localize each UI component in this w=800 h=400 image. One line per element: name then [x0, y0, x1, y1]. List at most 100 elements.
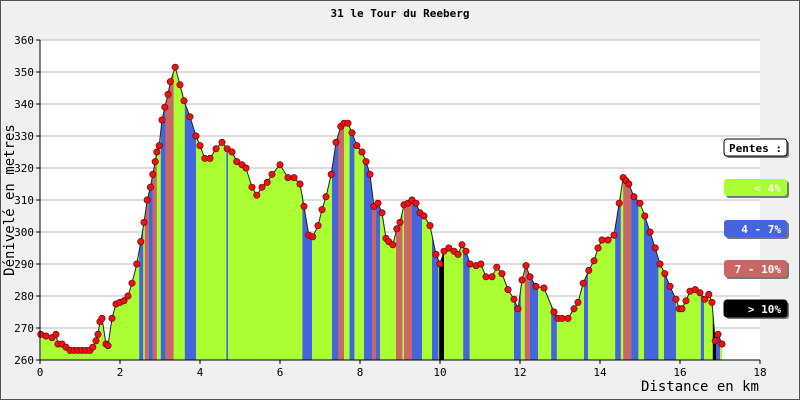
elevation-point	[636, 199, 644, 207]
chart-title: 31 le Tour du Reeberg	[330, 7, 469, 20]
elevation-point	[344, 119, 352, 127]
elevation-point	[558, 314, 566, 322]
elevation-point	[651, 244, 659, 252]
legend-swatch	[723, 299, 788, 318]
elevation-point	[212, 145, 220, 153]
y-tick-label: 340	[14, 98, 34, 111]
elevation-point	[579, 279, 587, 287]
elevation-point	[646, 228, 654, 236]
elevation-point	[514, 305, 522, 313]
slope-band-red	[144, 193, 149, 360]
elevation-point	[228, 148, 236, 156]
slope-band-red	[165, 72, 174, 360]
slope-band-blue	[631, 189, 639, 360]
elevation-point	[389, 241, 397, 249]
elevation-point	[92, 337, 100, 345]
y-tick-labels: 260 270 280 290 300 310 320 330 340 350 360	[14, 34, 40, 367]
slope-band-blue	[148, 174, 153, 360]
elevation-point	[137, 238, 145, 246]
elevation-point	[164, 90, 172, 98]
elevation-point	[672, 295, 680, 303]
elevation-point	[705, 290, 713, 298]
legend-label: < 4%	[755, 182, 782, 195]
elevation-point	[268, 170, 276, 178]
elevation-point	[701, 295, 709, 303]
elevation-point	[493, 263, 501, 271]
x-tick-label: 8	[357, 366, 364, 379]
x-axis-label: Distance en km	[641, 379, 759, 395]
x-tick-label: 0	[37, 366, 44, 379]
elevation-point	[284, 174, 292, 182]
elevation-point	[610, 231, 618, 239]
elevation-point	[155, 142, 163, 150]
x-tick-label: 16	[673, 366, 686, 379]
slope-band-blue	[530, 276, 538, 360]
elevation-point	[253, 191, 261, 199]
elevation-point	[691, 286, 699, 294]
elevation-point	[176, 81, 184, 89]
elevation-point	[166, 78, 174, 86]
elevation-point	[482, 273, 490, 281]
elevation-point	[570, 305, 578, 313]
elevation-point	[124, 292, 132, 300]
elevation-point	[358, 148, 366, 156]
elevation-point	[454, 250, 462, 258]
elevation-point	[711, 337, 719, 345]
elevation-point	[432, 250, 440, 258]
slope-legend: Pentes : < 4% 4 - 7% 7 - 10% > 10%	[723, 138, 789, 319]
slope-band-blue	[463, 246, 470, 360]
elevation-point	[366, 170, 374, 178]
elevation-point	[440, 247, 448, 255]
slope-band-black	[439, 251, 444, 360]
elevation-point	[682, 297, 690, 305]
elevation-point	[248, 183, 256, 191]
elevation-point	[396, 218, 404, 226]
elevation-point	[708, 298, 716, 306]
elevation-point	[625, 180, 633, 188]
legend-title-box	[723, 138, 788, 157]
elevation-point	[526, 273, 534, 281]
elevation-point	[332, 138, 340, 146]
legend-title: Pentes :	[729, 142, 782, 155]
elevation-point	[143, 196, 151, 204]
x-tick-label: 6	[277, 366, 284, 379]
x-tick-label: 18	[753, 366, 766, 379]
elevation-point	[186, 113, 194, 121]
elevation-point	[504, 286, 512, 294]
elevation-point	[498, 270, 506, 278]
elevation-point	[94, 330, 102, 338]
legend-swatch	[724, 260, 787, 277]
elevation-point	[574, 298, 582, 306]
x-tick-label: 10	[433, 366, 446, 379]
elevation-point	[436, 260, 444, 268]
elevation-point	[678, 305, 686, 313]
elevation-point	[161, 103, 169, 111]
elevation-point	[218, 138, 226, 146]
slope-band-blue	[376, 203, 380, 360]
elevation-point	[564, 314, 572, 322]
elevation-point	[598, 236, 606, 244]
elevation-point	[393, 225, 401, 233]
y-tick-label: 330	[14, 130, 34, 143]
elevation-point	[223, 145, 231, 153]
x-tick-label: 14	[593, 366, 607, 379]
elevation-point	[590, 257, 598, 265]
x-tick-label: 2	[117, 366, 124, 379]
slope-band-red	[404, 200, 412, 360]
elevation-point	[362, 158, 370, 166]
elevation-point	[151, 158, 159, 166]
elevation-point	[604, 236, 612, 244]
elevation-point	[158, 116, 166, 124]
elevation-point	[348, 129, 356, 137]
elevation-point	[641, 212, 649, 220]
legend-label: > 10%	[748, 303, 781, 316]
slope-band-blue	[664, 272, 676, 360]
elevation-point	[522, 262, 530, 270]
elevation-point	[263, 178, 271, 186]
elevation-point	[462, 247, 470, 255]
slope-band-blue	[412, 200, 422, 360]
legend-swatch	[724, 179, 787, 196]
slope-band-blue	[160, 104, 166, 360]
slope-band-blue	[226, 147, 228, 360]
elevation-point	[258, 183, 266, 191]
